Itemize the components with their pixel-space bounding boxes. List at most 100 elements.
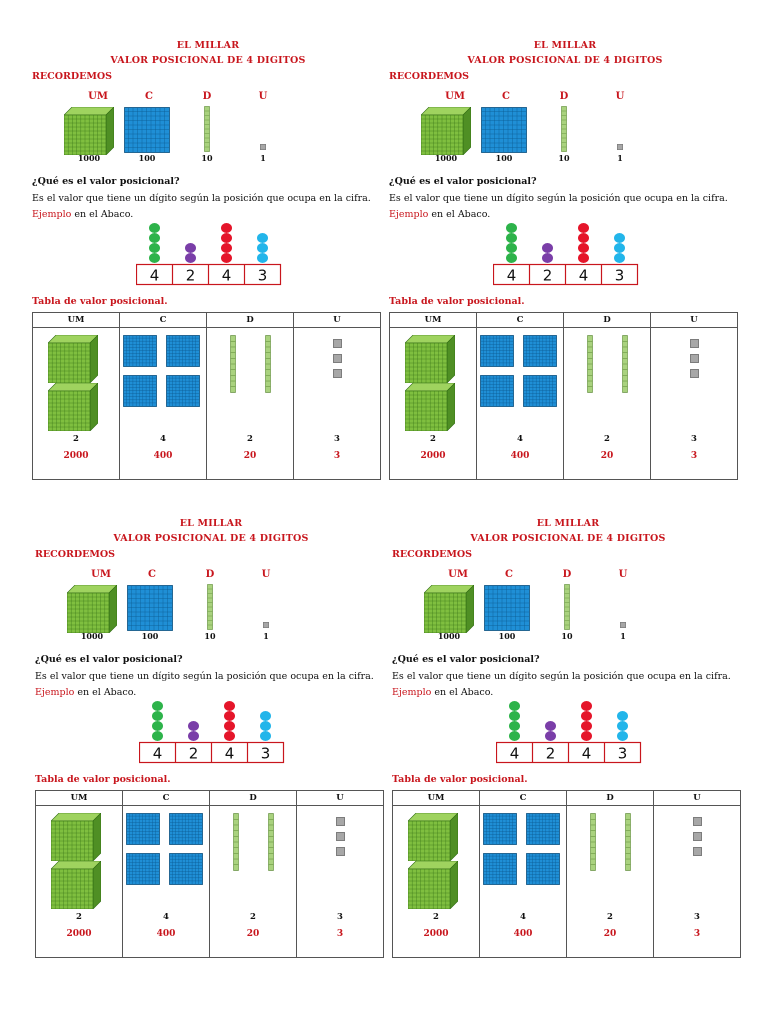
abacus-bead bbox=[578, 223, 589, 233]
abacus-bead bbox=[614, 243, 625, 253]
tabla-title: Tabla de valor posicional. bbox=[392, 774, 528, 785]
worksheet-card: EL MILLAR VALOR POSICIONAL DE 4 DIGITOS … bbox=[32, 40, 384, 488]
abacus-bead bbox=[260, 721, 271, 731]
abacus-bead bbox=[581, 731, 592, 741]
value-100: 100 bbox=[141, 631, 159, 641]
table-col-d: D 2 20 bbox=[210, 791, 297, 957]
worksheet-card: EL MILLAR VALOR POSICIONAL DE 4 DIGITOS … bbox=[389, 40, 741, 488]
abacus-bead bbox=[260, 731, 271, 741]
abacus-bead bbox=[149, 243, 160, 253]
table-header-um: UM bbox=[393, 791, 479, 806]
value-100: 100 bbox=[138, 153, 156, 163]
thousand-cube-icon bbox=[51, 813, 101, 861]
ten-rod-icon bbox=[204, 106, 210, 152]
abacus-bead bbox=[617, 731, 628, 741]
table-value-u: 3 bbox=[333, 451, 341, 461]
example-rest: en el Abaco. bbox=[71, 209, 134, 220]
abacus-bead bbox=[152, 721, 163, 731]
hundred-flat-icon bbox=[483, 853, 517, 885]
table-value-d: 20 bbox=[246, 929, 260, 939]
table-col-d: D 2 20 bbox=[207, 313, 294, 479]
abacus-digit: 2 bbox=[186, 267, 196, 285]
abacus-bead bbox=[257, 253, 268, 263]
unit-cube-icon bbox=[693, 817, 702, 826]
table-header-u: U bbox=[651, 313, 737, 328]
label-um: UM bbox=[91, 569, 111, 580]
abacus-bead bbox=[578, 253, 589, 263]
abacus-icon: 4 2 4 3 bbox=[496, 701, 642, 764]
thousand-cube-icon bbox=[67, 585, 117, 633]
abacus-digit: 3 bbox=[615, 267, 625, 285]
table-col-c: C 4 400 bbox=[123, 791, 210, 957]
hundred-flat-icon bbox=[484, 585, 530, 631]
table-col-um: UM 2 2000 bbox=[393, 791, 480, 957]
table-count-c: 4 bbox=[520, 912, 526, 922]
abacus-digit: 4 bbox=[579, 267, 589, 285]
abacus-bead bbox=[260, 711, 271, 721]
label-c: C bbox=[502, 91, 510, 102]
table-col-u: U 3 3 bbox=[294, 313, 380, 479]
label-um: UM bbox=[448, 569, 468, 580]
thousand-cube-icon bbox=[51, 861, 101, 909]
abacus-bead bbox=[221, 233, 232, 243]
hundred-flat-icon bbox=[480, 335, 514, 367]
place-value-table: UM 2 2000 C 4 400 D 2 20 bbox=[392, 790, 741, 958]
table-col-u: U 3 3 bbox=[651, 313, 737, 479]
hundred-flat-icon bbox=[483, 813, 517, 845]
label-u: U bbox=[258, 91, 268, 102]
table-value-u: 3 bbox=[693, 929, 701, 939]
abacus-bead bbox=[509, 711, 520, 721]
abacus-bead bbox=[506, 243, 517, 253]
definition-text: Es el valor que tiene un dígito según la… bbox=[35, 669, 387, 701]
table-header-c: C bbox=[477, 313, 563, 328]
worksheet-subtitle: VALOR POSICIONAL DE 4 DIGITOS bbox=[110, 55, 306, 66]
ten-rod-icon bbox=[625, 813, 631, 871]
hundred-flat-icon bbox=[169, 813, 203, 845]
hundred-flat-icon bbox=[126, 813, 160, 845]
ten-rod-icon bbox=[564, 584, 570, 630]
question-heading: ¿Qué es el valor posicional? bbox=[392, 654, 540, 665]
unit-cube-icon bbox=[336, 817, 345, 826]
abacus-bead bbox=[224, 711, 235, 721]
definition-sentence: Es el valor que tiene un dígito según la… bbox=[35, 671, 374, 682]
abacus-bead bbox=[509, 701, 520, 711]
unit-cube-icon bbox=[690, 354, 699, 363]
abacus-digit: 4 bbox=[510, 745, 520, 763]
ten-rod-icon bbox=[265, 335, 271, 393]
definition-text: Es el valor que tiene un dígito según la… bbox=[32, 191, 384, 223]
unit-cube-icon bbox=[617, 144, 623, 150]
table-col-c: C 4 400 bbox=[480, 791, 567, 957]
worksheet-card: EL MILLAR VALOR POSICIONAL DE 4 DIGITOS … bbox=[392, 518, 744, 966]
abacus-bead bbox=[257, 243, 268, 253]
table-header-um: UM bbox=[33, 313, 119, 328]
abacus-bead bbox=[581, 701, 592, 711]
label-u: U bbox=[618, 569, 628, 580]
abacus-digit: 2 bbox=[543, 267, 553, 285]
worksheet-card: EL MILLAR VALOR POSICIONAL DE 4 DIGITOS … bbox=[35, 518, 387, 966]
abacus-icon: 4 2 4 3 bbox=[139, 701, 285, 764]
table-count-u: 3 bbox=[691, 434, 697, 444]
label-d: D bbox=[205, 569, 215, 580]
unit-cube-icon bbox=[693, 847, 702, 856]
hundred-flat-icon bbox=[123, 335, 157, 367]
abacus-bead bbox=[509, 731, 520, 741]
abacus-bead bbox=[545, 731, 556, 741]
worksheet-subtitle: VALOR POSICIONAL DE 4 DIGITOS bbox=[113, 533, 309, 544]
table-col-u: U 3 3 bbox=[654, 791, 740, 957]
table-count-d: 2 bbox=[604, 434, 610, 444]
table-count-c: 4 bbox=[163, 912, 169, 922]
tabla-title: Tabla de valor posicional. bbox=[35, 774, 171, 785]
abacus-bead bbox=[152, 731, 163, 741]
abacus-bead bbox=[152, 701, 163, 711]
label-um: UM bbox=[88, 91, 108, 102]
abacus-bead bbox=[149, 253, 160, 263]
unit-cube-icon bbox=[693, 832, 702, 841]
hundred-flat-icon bbox=[127, 585, 173, 631]
abacus-bead bbox=[221, 223, 232, 233]
unit-cube-icon bbox=[336, 847, 345, 856]
table-count-um: 2 bbox=[76, 912, 82, 922]
value-10: 10 bbox=[201, 153, 213, 163]
label-c: C bbox=[148, 569, 156, 580]
abacus-bead bbox=[221, 253, 232, 263]
abacus-bead bbox=[221, 243, 232, 253]
